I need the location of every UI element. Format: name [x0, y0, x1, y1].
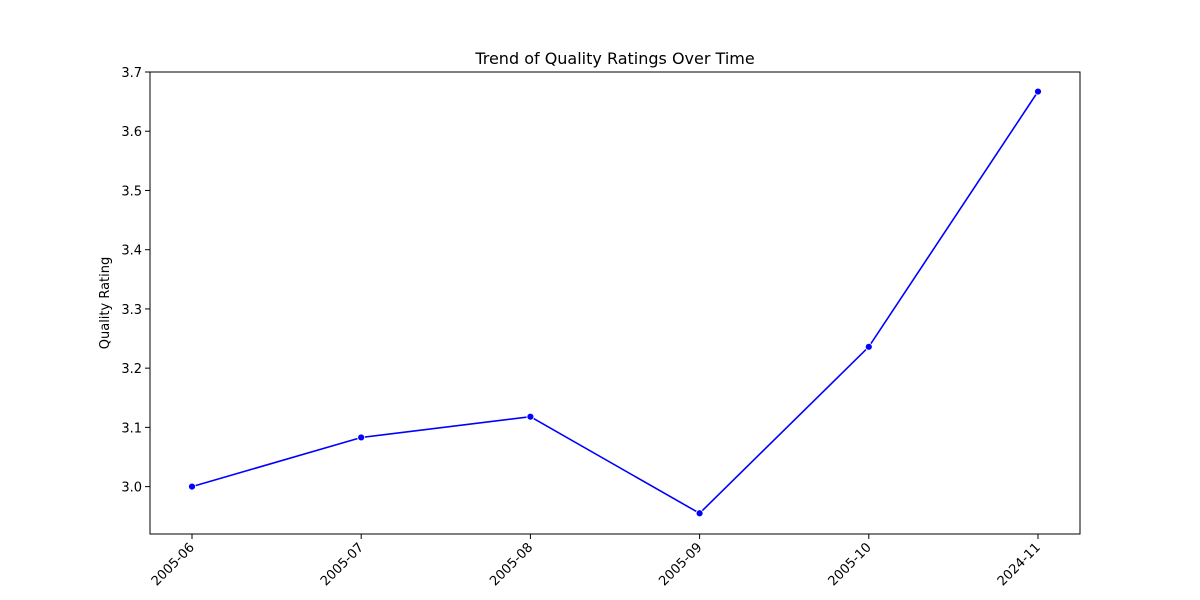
y-axis: 3.0 3.1 3.2 3.3 3.4 3.5 3.6 3.7: [121, 66, 150, 496]
x-tick-label: 2024-11: [995, 540, 1044, 589]
x-tick-label: 2005-06: [149, 540, 198, 589]
x-axis: 2005-06 2005-07 2005-08 2005-09 2005-10 2024-…: [149, 534, 1044, 589]
y-axis-label: Quality Rating: [98, 257, 113, 350]
y-tick-label: 3.5: [121, 184, 142, 199]
data-point: [695, 509, 704, 518]
y-tick-label: 3.1: [121, 421, 142, 436]
y-tick-label: 3.7: [121, 66, 142, 81]
y-tick-label: 3.3: [121, 303, 142, 318]
data-point: [526, 412, 535, 421]
y-tick-label: 3.6: [121, 125, 142, 140]
x-tick-label: 2005-07: [318, 540, 367, 589]
x-tick-label: 2005-08: [487, 540, 536, 589]
chart-title: Trend of Quality Ratings Over Time: [474, 49, 754, 68]
x-tick-label: 2005-10: [826, 540, 875, 589]
data-point: [864, 342, 873, 351]
series-group: [188, 87, 1042, 518]
data-point: [188, 482, 196, 491]
plot-area: [149, 71, 1081, 535]
series-line: [191, 91, 1039, 515]
y-tick-label: 3.0: [121, 481, 142, 496]
data-point: [1034, 87, 1042, 96]
y-tick-label: 3.4: [121, 244, 142, 259]
y-tick-label: 3.2: [121, 362, 142, 377]
data-point: [357, 433, 366, 442]
x-tick-label: 2005-09: [656, 540, 705, 589]
